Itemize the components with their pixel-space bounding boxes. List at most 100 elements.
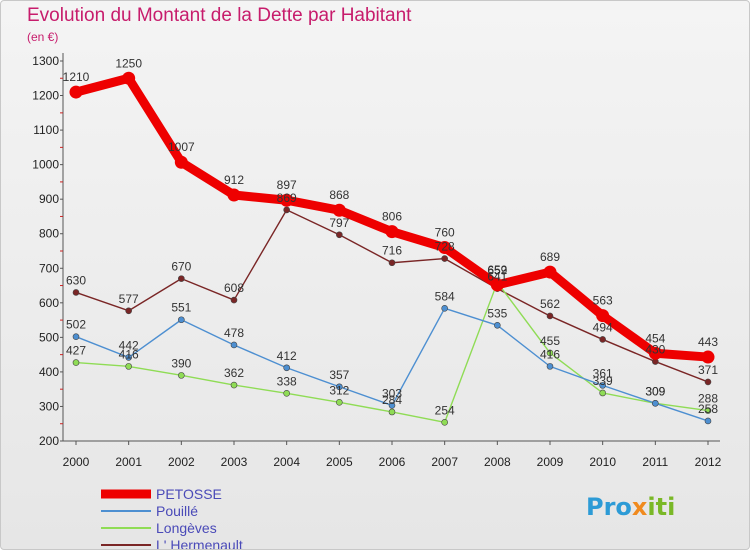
data-point (388, 402, 396, 409)
x-tick-label: 2005 (326, 455, 353, 469)
data-label: 412 (277, 349, 297, 363)
data-point (280, 193, 294, 207)
logo-part: x (632, 493, 648, 521)
data-label: 338 (277, 374, 297, 388)
data-point (122, 71, 136, 85)
data-point (178, 372, 185, 379)
legend-label: Pouillé (156, 503, 198, 519)
data-point (441, 255, 448, 262)
data-label: 584 (435, 289, 455, 303)
y-tick-label: 400 (39, 365, 59, 379)
data-point (546, 363, 554, 370)
logo-part: iti (647, 493, 675, 521)
data-label: 797 (329, 216, 349, 230)
data-point (230, 381, 238, 389)
data-label: 728 (435, 240, 455, 254)
y-tick-label: 500 (39, 330, 59, 344)
data-label: 443 (698, 335, 718, 349)
series-layer (69, 71, 715, 426)
data-point (599, 382, 606, 389)
data-point (332, 203, 346, 217)
data-label: 416 (540, 347, 560, 361)
data-point (283, 390, 290, 397)
data-point (72, 359, 80, 366)
data-label: 868 (329, 188, 349, 202)
y-tick-label: 300 (39, 399, 59, 413)
data-point (178, 275, 185, 282)
y-tick-label: 1100 (33, 123, 59, 137)
data-label: 659 (487, 263, 507, 277)
x-tick-label: 2012 (695, 455, 722, 469)
x-tick-label: 2006 (379, 455, 406, 469)
data-label: 641 (487, 270, 507, 284)
data-label: 563 (593, 294, 613, 308)
data-label: 716 (382, 244, 402, 258)
data-point (336, 399, 343, 406)
data-label: 630 (66, 273, 86, 287)
x-tick-label: 2000 (63, 455, 90, 469)
data-label: 670 (171, 260, 191, 274)
proxiti-logo: Proxiti (586, 493, 675, 521)
data-label: 912 (224, 173, 244, 187)
data-point (704, 378, 712, 386)
data-point (599, 389, 606, 397)
data-point (230, 296, 238, 304)
x-tick-label: 2009 (537, 455, 564, 469)
data-point (704, 417, 712, 425)
data-label: 760 (435, 226, 455, 240)
data-label: 371 (698, 363, 718, 377)
y-tick-label: 200 (39, 434, 59, 448)
data-label: 577 (119, 292, 139, 306)
data-label: 362 (224, 366, 244, 380)
logo-part: Pro (586, 493, 632, 521)
data-point (336, 383, 343, 391)
chart-title: Evolution du Montant de la Dette par Hab… (27, 5, 412, 26)
data-label: 869 (277, 191, 297, 205)
data-label: 455 (540, 334, 560, 348)
data-point (125, 354, 132, 361)
data-point (336, 231, 343, 239)
data-label: 689 (540, 250, 560, 264)
data-label: 442 (119, 338, 139, 352)
data-label: 309 (645, 384, 665, 398)
data-point (543, 265, 557, 279)
chart-unit: (en €) (27, 30, 59, 44)
y-tick-label: 1000 (32, 158, 59, 172)
data-label: 608 (224, 281, 244, 295)
data-point (283, 206, 290, 214)
data-point (385, 225, 399, 239)
data-point (438, 241, 452, 255)
data-point (283, 364, 290, 372)
data-point (701, 350, 715, 364)
y-tick-label: 800 (39, 227, 59, 241)
data-point (599, 336, 606, 343)
x-tick-label: 2002 (168, 455, 195, 469)
x-tick-label: 2003 (221, 455, 248, 469)
data-label: 478 (224, 326, 244, 340)
data-label: 258 (698, 402, 718, 416)
x-tick-label: 2008 (484, 455, 511, 469)
data-point (72, 333, 80, 340)
data-label: 1210 (63, 70, 90, 84)
data-label: 303 (382, 386, 402, 400)
data-label: 312 (329, 383, 349, 397)
legend-label: L' Hermenault (156, 537, 243, 550)
data-label: 361 (593, 366, 613, 380)
data-point (596, 309, 610, 323)
data-label: 284 (382, 393, 402, 407)
data-label: 562 (540, 297, 560, 311)
data-point (546, 312, 554, 320)
data-label: 430 (645, 343, 665, 357)
data-label: 551 (171, 301, 191, 315)
y-tick-label: 1300 (32, 54, 59, 68)
data-label: 454 (645, 331, 665, 345)
legend-label: Longèves (156, 520, 217, 536)
data-point (69, 85, 83, 99)
y-tick-label: 1200 (32, 89, 59, 103)
data-point (178, 316, 185, 324)
data-label: 390 (171, 356, 191, 370)
data-point (652, 400, 659, 407)
data-point (230, 341, 238, 349)
